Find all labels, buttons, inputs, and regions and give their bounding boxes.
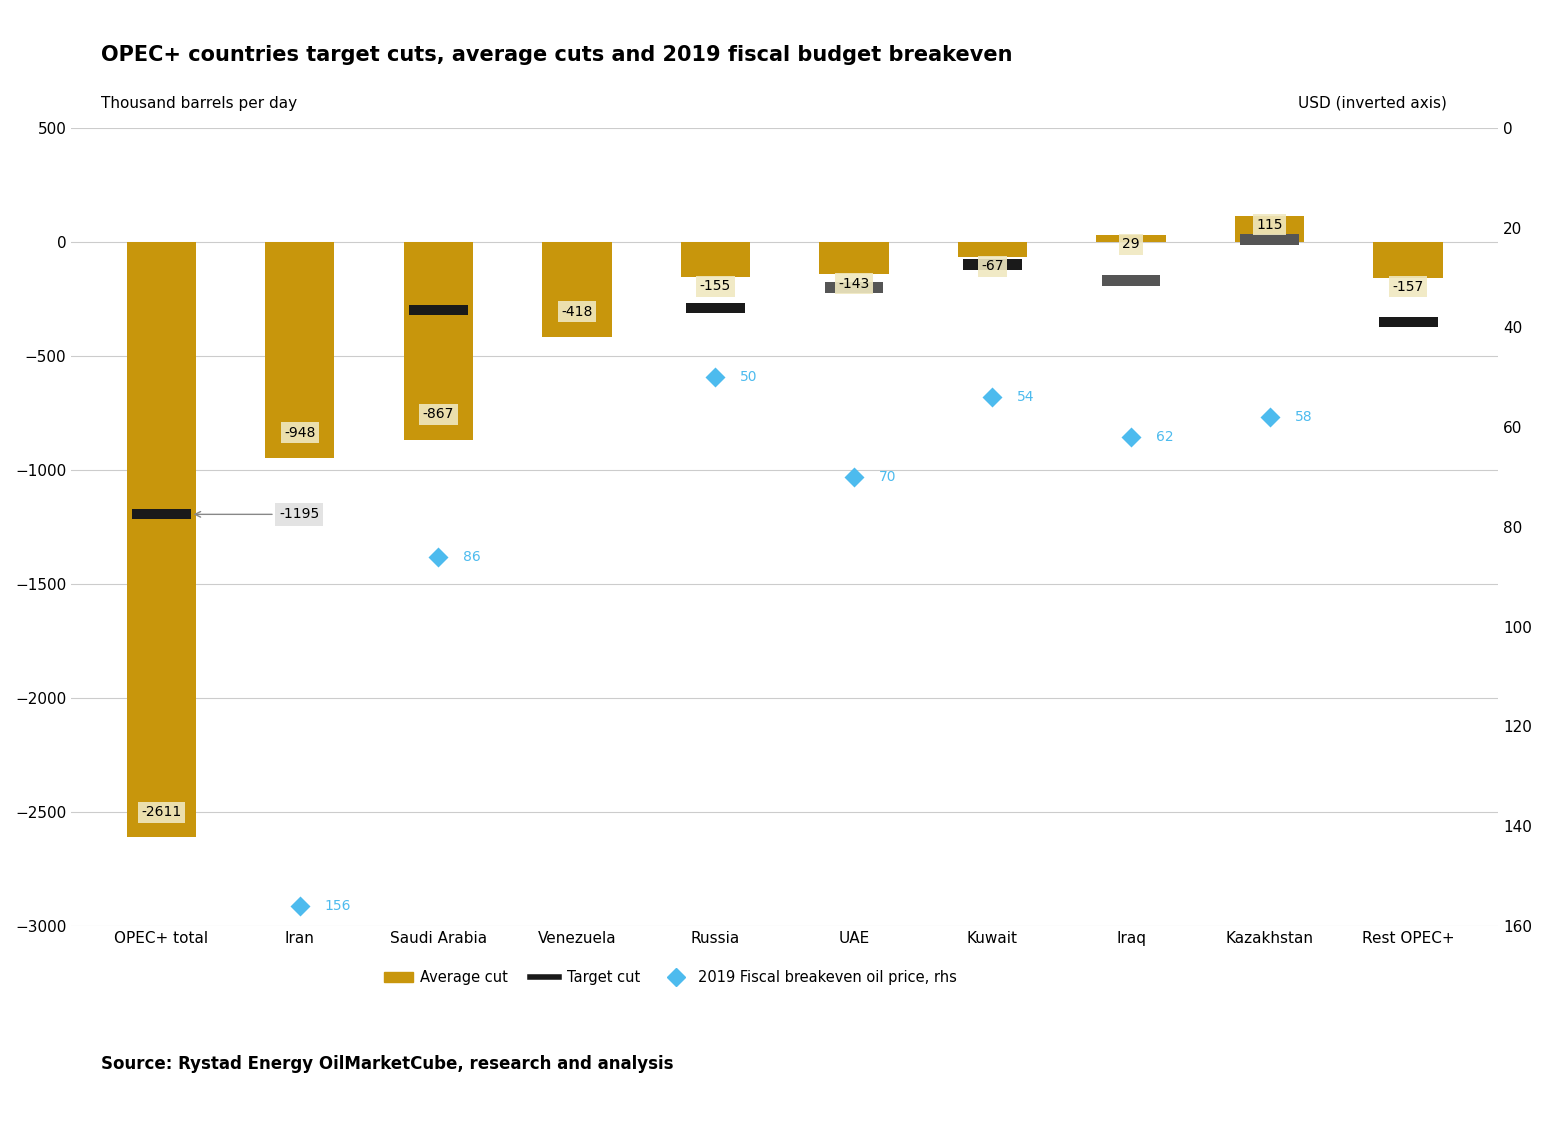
Text: -948: -948 (285, 426, 316, 439)
Bar (1097, 235, 1165, 242)
Bar (1101, 275, 1160, 285)
Bar (127, 242, 196, 837)
Text: 50: 50 (741, 370, 758, 384)
Bar (408, 305, 467, 316)
Text: -155: -155 (699, 280, 732, 293)
Text: 115: 115 (1256, 218, 1282, 232)
Bar (404, 242, 473, 439)
Bar (131, 509, 190, 519)
Text: -157: -157 (1392, 280, 1423, 293)
Bar (685, 302, 744, 314)
Text: 156: 156 (325, 899, 351, 913)
Text: Source: Rystad Energy OilMarketCube, research and analysis: Source: Rystad Energy OilMarketCube, res… (101, 1055, 673, 1073)
Bar (1235, 216, 1304, 242)
Text: Thousand barrels per day: Thousand barrels per day (101, 96, 297, 110)
Text: OPEC+ countries target cuts, average cuts and 2019 fiscal budget breakeven: OPEC+ countries target cuts, average cut… (101, 45, 1012, 65)
Text: -418: -418 (562, 305, 593, 319)
Bar (820, 242, 888, 274)
Bar (265, 242, 334, 457)
Text: -2611: -2611 (141, 805, 181, 819)
Bar (1374, 242, 1443, 278)
Bar (1378, 317, 1437, 327)
Text: 58: 58 (1295, 410, 1312, 424)
Text: 70: 70 (879, 470, 896, 484)
Text: 54: 54 (1018, 390, 1035, 405)
Text: 29: 29 (1122, 237, 1140, 252)
Text: 86: 86 (463, 550, 481, 564)
Bar (543, 242, 611, 337)
Bar (958, 242, 1027, 257)
Legend: Average cut, Target cut, 2019 Fiscal breakeven oil price, rhs: Average cut, Target cut, 2019 Fiscal bre… (377, 964, 962, 990)
Text: -867: -867 (422, 407, 453, 422)
Text: 62: 62 (1156, 430, 1174, 444)
Bar (681, 242, 750, 278)
Bar (1241, 235, 1299, 245)
Text: USD (inverted axis): USD (inverted axis) (1298, 96, 1446, 110)
Bar (825, 282, 883, 292)
Text: -1195: -1195 (195, 507, 319, 522)
Bar (964, 260, 1023, 270)
Text: -143: -143 (838, 277, 869, 291)
Text: -67: -67 (981, 260, 1004, 273)
